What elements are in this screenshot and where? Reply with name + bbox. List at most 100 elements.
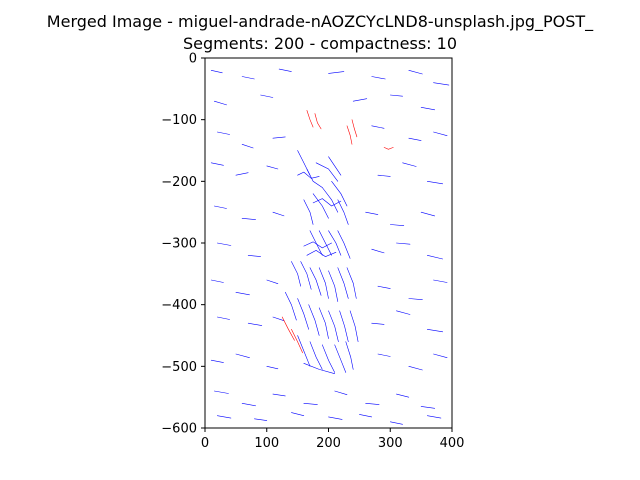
contour-segment-blue-4 <box>371 76 386 80</box>
contour-segment-blue-90 <box>308 304 320 336</box>
contour-segment-blue-17 <box>433 131 448 136</box>
contour-segment-blue-95 <box>297 335 311 367</box>
contour-segment-blue-58 <box>365 402 380 405</box>
contour-segment-blue-63 <box>291 412 305 417</box>
contour-segment-blue-93 <box>339 310 349 343</box>
contour-segment-blue-59 <box>396 393 410 398</box>
y-tick-label: 0 <box>189 52 197 67</box>
contour-segment-blue-26 <box>272 211 285 217</box>
contour-segment-blue-40 <box>433 279 448 283</box>
contour-segment-blue-2 <box>278 68 292 72</box>
contour-segment-red-1 <box>314 113 322 130</box>
contour-segment-blue-12 <box>217 131 230 135</box>
contour-segment-blue-69 <box>306 168 323 188</box>
contour-segment-blue-51 <box>408 365 423 371</box>
contour-segment-blue-44 <box>371 322 385 325</box>
y-axis: 0 −100 −200 −300 −400 −500 −600 <box>161 52 205 437</box>
contour-segment-blue-29 <box>420 211 436 217</box>
contour-segment-blue-55 <box>272 393 286 397</box>
contour-segment-blue-101 <box>297 171 320 179</box>
contour-segment-blue-19 <box>235 172 249 176</box>
contour-segment-blue-22 <box>402 162 417 167</box>
contour-segment-blue-85 <box>328 270 339 302</box>
contour-segment-blue-31 <box>247 255 261 257</box>
contour-segment-blue-84 <box>318 267 329 299</box>
contour-segment-blue-34 <box>426 255 444 260</box>
contour-segment-blue-80 <box>337 230 351 259</box>
contour-segment-blue-56 <box>303 402 318 405</box>
contour-segment-blue-57 <box>334 390 348 396</box>
contour-segment-blue-39 <box>408 298 423 301</box>
contour-segment-blue-36 <box>235 291 250 296</box>
contour-segment-blue-14 <box>272 136 286 139</box>
contour-segment-blue-73 <box>321 187 339 213</box>
contour-segment-blue-7 <box>214 100 227 106</box>
contour-segment-blue-30 <box>217 242 232 246</box>
contour-segment-blue-89 <box>297 298 310 330</box>
contour-segment-blue-77 <box>309 230 323 256</box>
contour-segment-blue-60 <box>420 406 436 409</box>
contour-segment-blue-76 <box>337 199 349 225</box>
contour-segment-blue-96 <box>309 341 323 370</box>
contour-segment-blue-25 <box>241 218 256 220</box>
contour-segment-blue-45 <box>396 310 411 315</box>
x-axis: 0 100 200 300 400 <box>201 428 464 451</box>
contour-segment-blue-99 <box>345 341 354 370</box>
contour-segment-blue-3 <box>328 71 345 74</box>
contour-segment-blue-100 <box>303 362 336 375</box>
contour-segment-blue-92 <box>328 310 339 343</box>
chart-title: Merged Image - miguel-andrade-nAOZCYcLND… <box>46 12 594 31</box>
contour-segment-blue-38 <box>377 285 391 289</box>
contour-segment-blue-5 <box>408 70 423 75</box>
contour-segment-blue-50 <box>377 353 391 357</box>
contour-segment-blue-10 <box>389 94 403 97</box>
contour-segment-blue-61 <box>217 415 232 419</box>
contour-segment-blue-35 <box>210 279 224 283</box>
contour-segment-blue-42 <box>247 322 263 326</box>
contour-segment-blue-97 <box>321 344 336 373</box>
contour-segment-blue-86 <box>337 267 349 299</box>
contour-segment-blue-74 <box>331 181 348 207</box>
contour-segment-blue-53 <box>214 390 229 394</box>
contour-segment-blue-62 <box>254 418 268 421</box>
contour-segment-blue-98 <box>334 344 347 373</box>
plot-frame <box>204 57 453 429</box>
contour-segment-blue-37 <box>266 279 279 285</box>
contour-segment-blue-32 <box>371 248 385 254</box>
contour-segment-blue-28 <box>389 224 405 226</box>
contour-segment-blue-23 <box>426 181 444 185</box>
contour-segment-blue-81 <box>291 261 302 287</box>
contour-segment-blue-41 <box>217 316 230 320</box>
contour-segment-blue-46 <box>426 328 444 333</box>
contour-segment-blue-1 <box>241 76 255 80</box>
contour-segment-red-3 <box>351 119 358 138</box>
contour-segment-red-4 <box>383 147 394 150</box>
contour-segment-blue-15 <box>371 125 385 129</box>
y-tick-label: −400 <box>161 298 197 313</box>
contour-segment-blue-64 <box>328 416 343 420</box>
contour-segment-blue-16 <box>408 137 422 141</box>
contour-segment-blue-24 <box>214 205 227 209</box>
y-tick-label: −100 <box>161 113 197 128</box>
contour-segment-red-0 <box>306 110 314 128</box>
contour-segment-blue-47 <box>210 359 224 363</box>
contour-segment-blue-104 <box>306 250 337 257</box>
contour-segment-blue-49 <box>266 365 279 370</box>
y-tick-label: −500 <box>161 360 197 375</box>
x-tick-label: 300 <box>378 436 403 451</box>
contour-segment-blue-9 <box>352 98 368 102</box>
x-tick-label: 200 <box>316 436 341 451</box>
contour-segment-blue-83 <box>309 267 322 296</box>
contour-segment-blue-66 <box>389 421 403 425</box>
contour-segment-blue-103 <box>303 241 332 249</box>
contour-segment-blue-79 <box>328 230 342 256</box>
contour-segment-blue-43 <box>272 316 285 322</box>
contour-segment-blue-27 <box>365 211 379 215</box>
contour-segment-blue-102 <box>312 198 342 207</box>
contour-segment-blue-72 <box>312 193 329 219</box>
y-tick-label: −300 <box>161 237 197 252</box>
contour-segment-blue-18 <box>210 162 224 166</box>
contour-segment-blue-6 <box>433 82 450 86</box>
contour-segment-blue-33 <box>396 242 411 245</box>
